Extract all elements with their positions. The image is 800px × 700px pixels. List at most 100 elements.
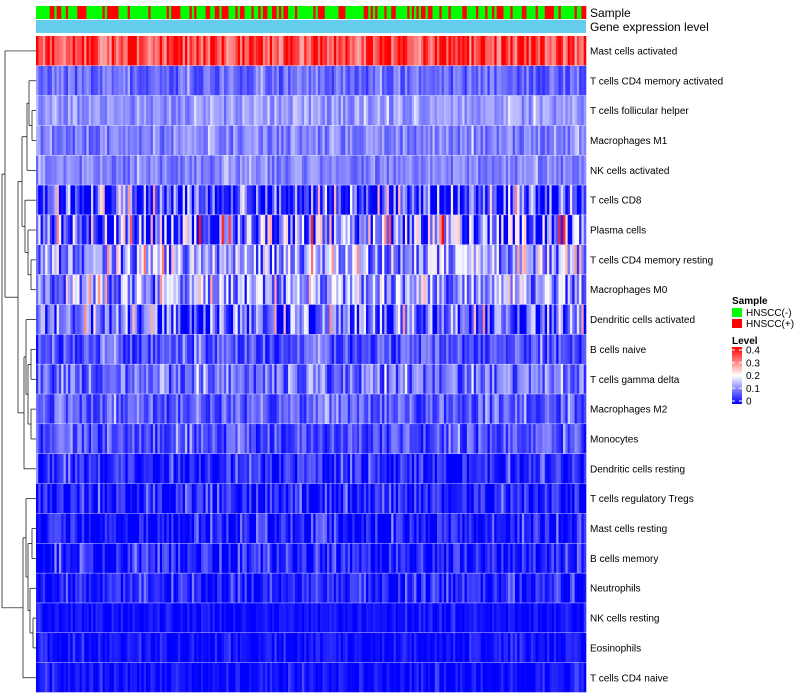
heatmap-cell xyxy=(56,573,60,603)
heatmap-cell xyxy=(143,244,147,275)
heatmap-cell xyxy=(40,394,44,424)
heatmap-cell xyxy=(473,304,477,335)
heatmap-cell xyxy=(434,334,438,364)
heatmap-cell xyxy=(528,36,532,66)
heatmap-cell xyxy=(423,185,426,215)
heatmap-cell xyxy=(157,483,161,514)
heatmap-cell xyxy=(553,453,557,484)
heatmap-cell xyxy=(356,155,360,185)
heatmap-cell xyxy=(469,244,472,275)
heatmap-cell xyxy=(409,543,413,573)
heatmap-cell xyxy=(336,304,339,335)
heatmap-cell xyxy=(425,424,429,454)
heatmap-cell xyxy=(118,334,122,364)
heatmap-cell xyxy=(567,36,571,66)
heatmap-cell xyxy=(102,483,106,514)
heatmap-cell xyxy=(537,573,541,603)
heatmap-cell xyxy=(127,244,131,275)
heatmap-cell xyxy=(315,155,319,185)
heatmap-cell xyxy=(285,65,289,96)
heatmap-cell xyxy=(356,244,360,275)
heatmap-cell xyxy=(72,95,76,126)
heatmap-cell xyxy=(214,65,218,96)
heatmap-cell xyxy=(233,364,236,394)
heatmap-cell xyxy=(168,364,172,394)
heatmap-cell xyxy=(81,364,85,394)
heatmap-cell xyxy=(492,453,495,484)
heatmap-cell xyxy=(459,334,463,364)
heatmap-cell xyxy=(489,65,493,96)
heatmap-cell xyxy=(563,334,566,364)
heatmap-cell xyxy=(349,244,353,275)
heatmap-cell xyxy=(214,215,218,245)
heatmap-cell xyxy=(469,424,472,454)
heatmap-cell xyxy=(168,453,172,484)
heatmap-cell xyxy=(521,274,525,305)
heatmap-cell xyxy=(453,155,456,185)
heatmap-cell xyxy=(370,513,374,544)
heatmap-cell xyxy=(162,304,165,335)
heatmap-cell xyxy=(120,36,124,66)
heatmap-cell xyxy=(164,483,167,514)
heatmap-cell xyxy=(331,424,335,454)
heatmap-cell xyxy=(553,185,557,215)
sample-annotation-cell xyxy=(278,6,282,19)
heatmap-cell xyxy=(443,364,447,394)
sample-annotation-cell xyxy=(563,6,566,19)
heatmap-cell xyxy=(196,185,200,215)
heatmap-cell xyxy=(512,483,516,514)
heatmap-cell xyxy=(49,274,53,305)
heatmap-cell xyxy=(393,513,397,544)
heatmap-cell xyxy=(528,483,532,514)
heatmap-cell xyxy=(306,65,310,96)
heatmap-cell xyxy=(223,573,227,603)
heatmap-cell xyxy=(400,95,403,126)
heatmap-cell xyxy=(36,274,39,305)
heatmap-cell xyxy=(58,244,62,275)
heatmap-cell xyxy=(251,304,255,335)
heatmap-cell xyxy=(134,274,138,305)
heatmap-cell xyxy=(503,573,507,603)
heatmap-cell xyxy=(393,304,397,335)
heatmap-cell xyxy=(299,364,303,394)
heatmap-cell xyxy=(473,215,477,245)
sample-annotation-cell xyxy=(425,6,429,19)
heatmap-cell xyxy=(487,36,491,66)
heatmap-cell xyxy=(40,155,44,185)
heatmap-cell xyxy=(136,513,140,544)
heatmap-cell xyxy=(531,244,534,275)
heatmap-cell xyxy=(388,394,392,424)
sample-annotation-cell xyxy=(329,6,332,19)
heatmap-cell xyxy=(134,125,138,155)
heatmap-cell xyxy=(514,334,518,364)
heatmap-cell xyxy=(469,513,472,544)
heatmap-cell xyxy=(249,185,252,215)
heatmap-cell xyxy=(88,394,92,424)
heatmap-cell xyxy=(191,244,195,275)
heatmap-cell xyxy=(402,185,406,215)
heatmap-cell xyxy=(432,155,436,185)
heatmap-cell xyxy=(404,513,408,544)
sample-annotation-cell xyxy=(402,6,406,19)
sample-annotation-cell xyxy=(443,6,447,19)
sample-annotation-cell xyxy=(574,6,578,19)
heatmap-cell xyxy=(223,424,227,454)
heatmap-cell xyxy=(246,155,250,185)
heatmap-cell xyxy=(123,95,126,126)
heatmap-cell xyxy=(393,573,397,603)
heatmap-cell xyxy=(453,95,456,126)
heatmap-cell xyxy=(127,125,131,155)
heatmap-cell xyxy=(212,424,216,454)
heatmap-cell xyxy=(40,185,44,215)
heatmap-cell xyxy=(487,125,491,155)
heatmap-cell xyxy=(563,155,566,185)
heatmap-cell xyxy=(278,125,282,155)
heatmap-cell xyxy=(288,573,291,603)
heatmap-cell xyxy=(579,364,582,394)
heatmap-cell xyxy=(88,483,92,514)
heatmap-cell xyxy=(132,125,135,155)
heatmap-cell xyxy=(324,244,328,275)
heatmap-cell xyxy=(299,603,303,633)
heatmap-cell xyxy=(338,36,342,66)
